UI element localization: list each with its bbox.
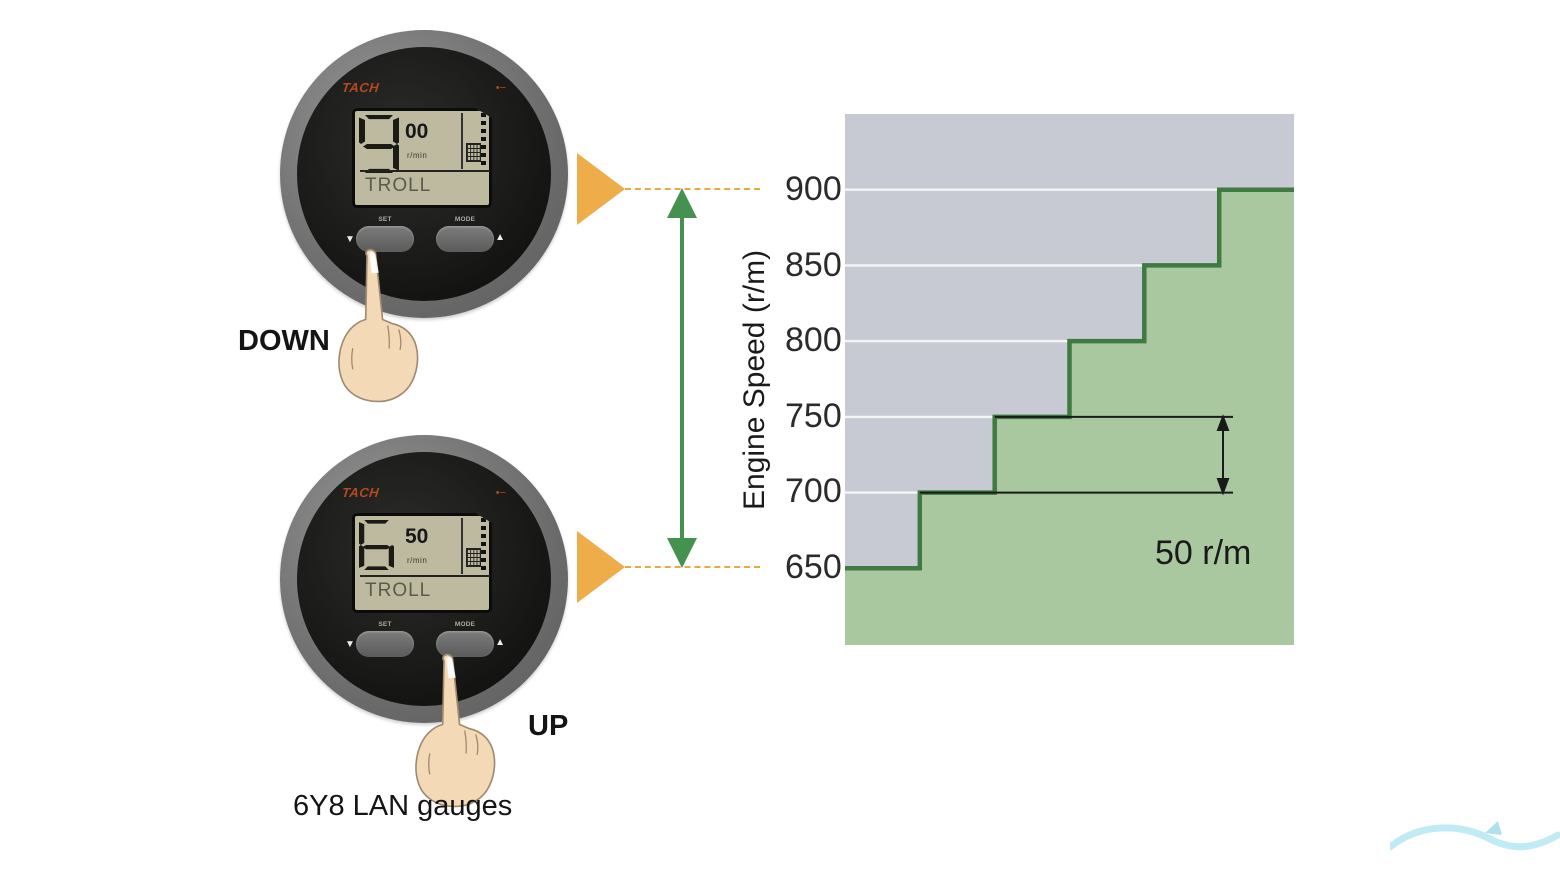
svg-text:boat: boat: [1450, 836, 1474, 848]
svg-text:50 r/m: 50 r/m: [1155, 534, 1251, 572]
